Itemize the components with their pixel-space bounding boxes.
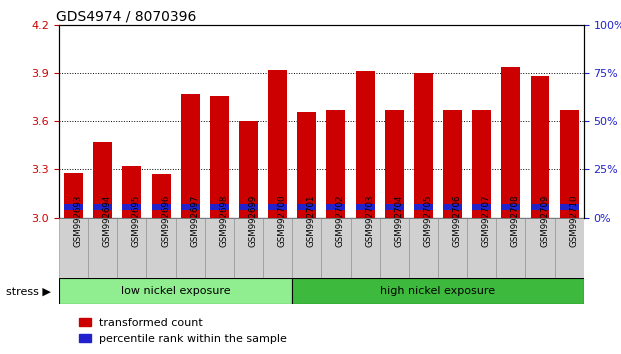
Bar: [414, 73, 433, 218]
Bar: [496, 218, 525, 278]
Bar: [414, 204, 433, 210]
Bar: [501, 204, 520, 210]
Text: GSM992701: GSM992701: [307, 194, 316, 247]
Bar: [350, 218, 379, 278]
Legend: transformed count, percentile rank within the sample: transformed count, percentile rank withi…: [75, 314, 292, 348]
Text: high nickel exposure: high nickel exposure: [381, 286, 496, 296]
Bar: [530, 204, 550, 210]
Text: GSM992697: GSM992697: [190, 195, 199, 247]
Text: GSM992696: GSM992696: [161, 195, 170, 247]
Text: GSM992698: GSM992698: [219, 195, 229, 247]
Bar: [472, 110, 491, 218]
Bar: [438, 218, 467, 278]
Text: GDS4974 / 8070396: GDS4974 / 8070396: [57, 10, 197, 24]
Bar: [181, 94, 200, 218]
Bar: [297, 204, 316, 210]
Text: stress ▶: stress ▶: [6, 286, 51, 296]
Text: GSM992706: GSM992706: [453, 194, 461, 247]
Bar: [268, 70, 287, 218]
Text: GSM992702: GSM992702: [336, 194, 345, 247]
Bar: [356, 204, 374, 210]
Text: GSM992705: GSM992705: [424, 194, 432, 247]
Bar: [409, 218, 438, 278]
Bar: [122, 204, 142, 210]
Bar: [210, 96, 229, 218]
Bar: [210, 204, 229, 210]
Bar: [555, 218, 584, 278]
Bar: [64, 173, 83, 218]
Text: GSM992694: GSM992694: [102, 195, 112, 247]
Bar: [501, 67, 520, 218]
Text: GSM992709: GSM992709: [540, 195, 549, 247]
Bar: [205, 218, 234, 278]
Text: GSM992708: GSM992708: [511, 194, 520, 247]
Bar: [59, 218, 88, 278]
Bar: [385, 204, 404, 210]
Bar: [234, 218, 263, 278]
Bar: [385, 110, 404, 218]
Text: GSM992704: GSM992704: [394, 194, 403, 247]
Bar: [322, 218, 350, 278]
Bar: [379, 218, 409, 278]
Bar: [292, 218, 322, 278]
Bar: [64, 204, 83, 210]
Bar: [292, 278, 584, 304]
Bar: [268, 204, 287, 210]
Text: GSM992703: GSM992703: [365, 194, 374, 247]
Bar: [560, 110, 579, 218]
Bar: [93, 142, 112, 218]
Bar: [356, 72, 374, 218]
Bar: [472, 204, 491, 210]
Bar: [327, 204, 345, 210]
Bar: [117, 218, 147, 278]
Text: GSM992707: GSM992707: [482, 194, 491, 247]
Bar: [443, 110, 462, 218]
Bar: [239, 121, 258, 218]
Bar: [122, 166, 142, 218]
Bar: [176, 218, 205, 278]
Bar: [88, 218, 117, 278]
Bar: [181, 204, 200, 210]
Bar: [239, 204, 258, 210]
Bar: [152, 204, 171, 210]
Bar: [327, 110, 345, 218]
Bar: [59, 278, 292, 304]
Bar: [297, 112, 316, 218]
Bar: [147, 218, 176, 278]
Bar: [467, 218, 496, 278]
Bar: [263, 218, 292, 278]
Bar: [93, 204, 112, 210]
Bar: [152, 174, 171, 218]
Text: GSM992695: GSM992695: [132, 195, 141, 247]
Text: low nickel exposure: low nickel exposure: [121, 286, 230, 296]
Bar: [525, 218, 555, 278]
Bar: [560, 204, 579, 210]
Text: GSM992693: GSM992693: [73, 195, 83, 247]
Text: GSM992700: GSM992700: [278, 194, 287, 247]
Text: GSM992710: GSM992710: [569, 194, 578, 247]
Bar: [530, 76, 550, 218]
Text: GSM992699: GSM992699: [248, 195, 258, 247]
Bar: [443, 204, 462, 210]
